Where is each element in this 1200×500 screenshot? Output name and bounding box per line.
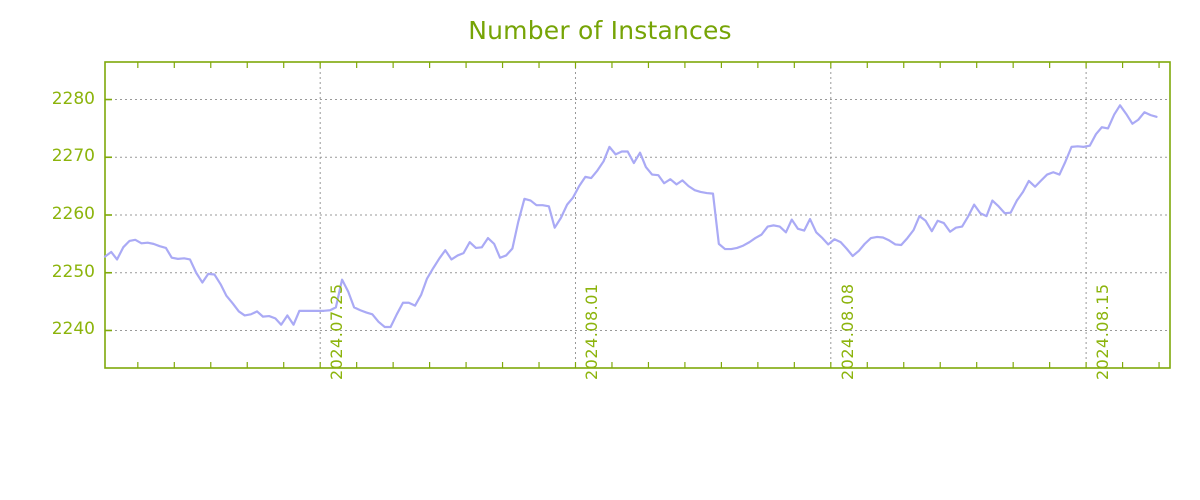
series-line-0	[103, 104, 1158, 329]
x-tick-label: 2024.07.25	[327, 283, 347, 380]
data-series	[103, 104, 1158, 329]
y-tick-label: 2240	[51, 319, 95, 340]
y-tick-label: 2270	[51, 146, 95, 167]
y-tick-label: 2250	[51, 261, 95, 282]
y-tick-label: 2280	[51, 88, 95, 109]
chart-title: Number of Instances	[468, 16, 732, 45]
x-tick-label: 2024.08.01	[582, 283, 602, 380]
axis-ticks	[105, 62, 1160, 368]
grid-lines	[105, 62, 1170, 368]
x-tick-label: 2024.08.15	[1093, 283, 1113, 380]
y-tick-label: 2260	[51, 204, 95, 224]
x-tick-label: 2024.08.08	[837, 283, 857, 380]
plot-background	[105, 62, 1170, 368]
